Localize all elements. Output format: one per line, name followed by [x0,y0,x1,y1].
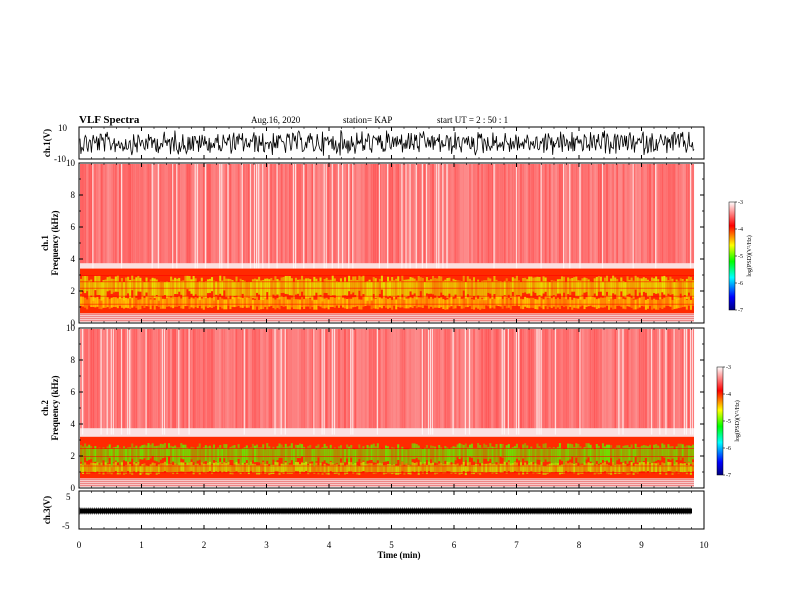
time-tick-4: 4 [327,540,332,550]
figure-title: VLF Spectra [79,114,140,126]
time-tick-2: 2 [202,540,207,550]
ch2-spec-ytick-4: 4 [71,419,76,429]
ch2-colorbar [716,366,724,476]
ch2-spec-ytick-8: 8 [71,355,76,365]
time-axis: 0 1 2 3 4 5 6 7 8 9 10 [77,127,709,550]
ch2-spec-ytick-10: 10 [66,323,76,333]
ch2-colorbar-label: log(PSD)(V²/Hz) [734,400,741,441]
time-tick-10: 10 [700,540,710,550]
ch1-spec-ytick-10: 10 [66,158,76,168]
time-tick-8: 8 [577,540,582,550]
start-time-label: start UT = 2 : 50 : 1 [437,115,508,125]
ch2-colorbar-tick--3: -3 [726,365,731,371]
ch1-spec-ytick-2: 2 [71,286,76,296]
time-tick-1: 1 [139,540,144,550]
ch1-colorbar-label: log(PSD)(V²/Hz) [746,235,753,276]
ch1-waveform-ylabel: ch.1(V) [42,129,52,157]
ch1-spectrogram-ylabel-top: ch.1 [40,235,50,251]
ch1-spec-ytick-8: 8 [71,190,76,200]
time-tick-6: 6 [452,540,457,550]
ch3-waveform-ylabel: ch.3(V) [42,496,52,524]
ch1-colorbar-tick--4: -4 [738,227,743,233]
ch1-colorbar-tick--6: -6 [738,281,743,287]
ch3-ytick-bottom: -5 [62,521,70,531]
ch1-spec-ytick-6: 6 [71,222,76,232]
ch1-colorbar-tick--5: -5 [738,254,743,260]
ch2-spec-ytick-2: 2 [71,451,76,461]
time-tick-5: 5 [389,540,394,550]
ch1-spec-ytick-4: 4 [71,254,76,264]
time-tick-7: 7 [514,540,519,550]
ch1-colorbar-tick--7: -7 [738,308,743,314]
ch2-spec-ytick-0: 0 [71,483,76,493]
ch2-colorbar-tick--7: -7 [726,473,731,479]
station-label: station= KAP [343,115,392,125]
ch2-spectrogram-ylabel-top: ch.2 [40,400,50,416]
time-axis-label: Time (min) [377,550,420,560]
date-label: Aug.16, 2020 [251,115,301,125]
ch1-spectrogram-ylabel-bottom: Frequency (kHz) [50,210,60,275]
time-tick-0: 0 [77,540,82,550]
ch1-spectrogram-image [80,164,695,322]
ch2-colorbar-tick--6: -6 [726,446,731,452]
ch1-spec-ytick-0: 0 [71,318,76,328]
ch1-colorbar [728,201,736,311]
ch2-spec-ytick-6: 6 [71,387,76,397]
ch1-ytick-bottom: -10 [54,154,66,164]
ch3-ytick-top: 5 [66,492,71,502]
ch2-colorbar-tick--4: -4 [726,392,731,398]
ch1-waveform-trace [79,130,695,156]
time-tick-9: 9 [639,540,644,550]
ch1-ytick-top: 10 [58,123,68,133]
ch2-colorbar-tick--5: -5 [726,419,731,425]
ch3-waveform-trace [79,507,692,515]
ch2-spectrogram-image [80,329,695,487]
ch1-colorbar-tick--3: -3 [738,200,743,206]
ch2-spectrogram-ylabel-bottom: Frequency (kHz) [50,375,60,440]
time-tick-3: 3 [264,540,269,550]
